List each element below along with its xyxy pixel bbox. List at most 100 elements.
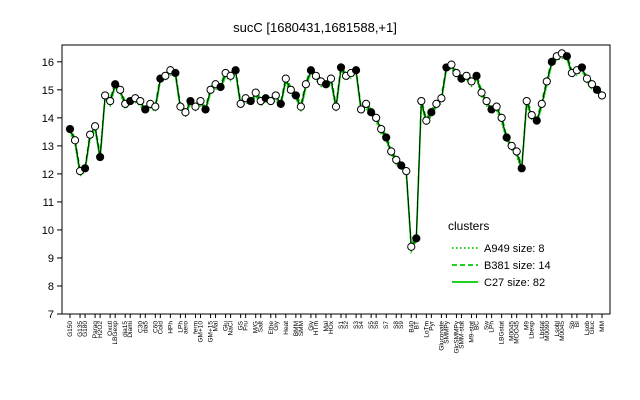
y-tick-label: 16	[42, 57, 54, 69]
series-b381-path	[69, 49, 603, 246]
x-tick-label: Lsob	[584, 321, 591, 335]
data-point	[547, 57, 556, 66]
x-tick-label: Gluconate	[438, 321, 445, 351]
data-point	[191, 102, 200, 111]
series-b381-line	[69, 49, 603, 246]
x-tick-label: Lbexp	[529, 321, 536, 339]
data-point	[85, 130, 95, 139]
chart-title: sucC [1680431,1681588,+1]	[233, 20, 397, 35]
data-point	[397, 161, 406, 170]
y-tick-label: 13	[42, 141, 54, 153]
y-tick-label: 12	[42, 169, 54, 181]
data-point	[286, 85, 295, 94]
x-tick-label: M0045	[559, 321, 566, 341]
data-point	[537, 99, 546, 108]
x-tick-label: Salt	[258, 321, 265, 332]
data-point	[382, 133, 391, 142]
data-point	[196, 96, 205, 106]
x-tick-label: Gluc	[589, 320, 596, 334]
data-point	[281, 74, 290, 83]
x-tick-label: M/G	[253, 321, 260, 333]
x-tick-label: GS	[238, 320, 245, 330]
x-tick-label: HTm	[313, 321, 320, 335]
x-tick-label: M9	[524, 321, 531, 330]
data-point	[356, 105, 366, 114]
data-point	[176, 102, 185, 111]
data-point	[577, 63, 587, 72]
data-point	[226, 71, 235, 80]
x-tick-label: aero	[182, 321, 189, 334]
data-point	[477, 88, 486, 97]
data-point	[321, 80, 331, 89]
x-tick-label: G180	[82, 321, 89, 337]
data-point	[562, 52, 571, 61]
x-tick-label: Oxctl	[107, 320, 114, 335]
data-point	[231, 66, 240, 75]
x-tick-label: S9	[398, 321, 405, 329]
x-tick-label: Gly	[273, 320, 280, 331]
data-point	[527, 110, 536, 120]
x-tick-label: ferm	[192, 321, 199, 334]
x-tick-label: Mal	[213, 320, 220, 331]
data-point	[432, 99, 441, 108]
data-point	[301, 80, 310, 89]
legend-title: clusters	[448, 219, 489, 233]
data-point	[106, 96, 115, 106]
plot-frame	[61, 44, 611, 315]
plot-border	[61, 44, 611, 315]
data-point	[80, 164, 90, 173]
legend-label: B381 size: 14	[484, 260, 551, 272]
x-tick-label: S3	[353, 321, 360, 329]
x-tick-label: NaCl	[228, 320, 235, 335]
data-point	[306, 66, 316, 75]
x-tick-label: LPh	[177, 321, 184, 333]
data-point	[101, 91, 110, 100]
data-point	[161, 71, 170, 80]
x-tick-label: LBGstat	[499, 321, 506, 345]
data-point	[326, 74, 336, 83]
data-point	[291, 91, 300, 100]
data-point	[251, 88, 260, 97]
data-point	[422, 116, 431, 125]
data-point	[427, 108, 436, 117]
data-point	[90, 122, 100, 131]
legend-label: C27 size: 82	[484, 277, 545, 289]
data-point	[482, 96, 491, 106]
x-tick-label: BI	[574, 321, 581, 327]
x-tick-label: LBGexp	[112, 321, 119, 345]
x-tick-label: Pyr	[428, 320, 435, 331]
x-tick-label: S8	[393, 321, 400, 329]
x-tick-label: M0045	[509, 321, 516, 341]
data-point	[65, 124, 75, 134]
data-point	[402, 166, 411, 176]
data-point	[362, 99, 371, 108]
x-tick-label: C60	[152, 321, 159, 333]
data-point	[532, 116, 541, 125]
x-tick-label: Lbstat	[539, 321, 546, 339]
legend: clusters A949 size: 8 B381 size: 14 C27 si…	[448, 219, 551, 289]
x-tick-label: HOx	[328, 320, 335, 334]
data-point	[216, 82, 225, 92]
x-tick-label: Sb	[569, 321, 576, 329]
y-tick-label: 7	[48, 309, 54, 321]
x-tick-label: Paraq	[92, 321, 99, 339]
x-tick-label: B40	[408, 321, 415, 333]
x-tick-label: Mal	[323, 320, 330, 331]
data-point	[141, 105, 150, 114]
x-tick-label: S7	[383, 321, 390, 329]
data-point	[472, 71, 481, 80]
data-points	[65, 49, 607, 251]
x-tick-label: MOO45	[514, 321, 521, 344]
x-tick-label: MM	[599, 321, 606, 332]
x-tick-label: S5	[368, 321, 375, 329]
data-point	[311, 71, 321, 80]
data-point	[542, 77, 551, 86]
data-point	[246, 96, 255, 106]
data-point	[522, 96, 531, 106]
data-point	[372, 113, 381, 122]
data-point	[497, 113, 506, 122]
data-point	[377, 124, 386, 134]
data-point	[492, 102, 501, 111]
data-point	[502, 133, 511, 142]
data-point	[181, 108, 190, 117]
